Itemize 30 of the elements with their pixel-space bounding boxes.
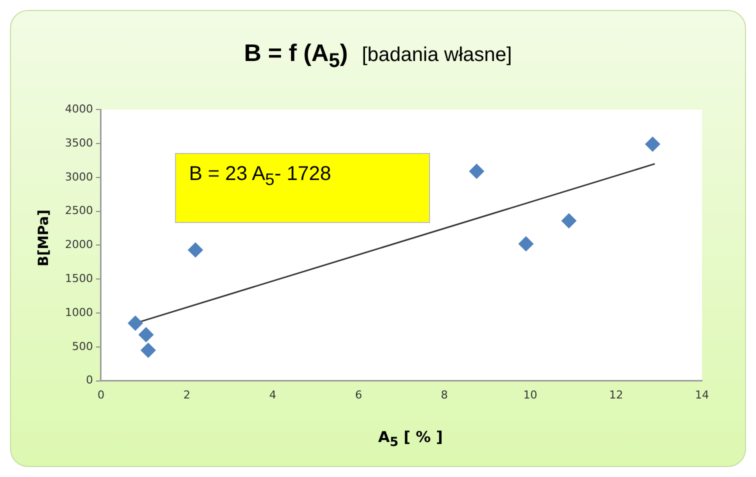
y-axis-title: B[MPa]	[36, 210, 52, 266]
point	[128, 316, 143, 331]
y-tick-label: 1500	[64, 272, 93, 285]
y-tick-label: 3500	[64, 136, 93, 150]
x-tick-label: 10	[523, 388, 538, 402]
x-tick-label: 6	[355, 388, 362, 402]
chart-subtitle: [badania własne]	[362, 44, 512, 66]
y-tick-label: 2500	[64, 204, 93, 218]
point	[518, 236, 534, 252]
x-tick-label: 4	[269, 388, 276, 402]
point	[140, 342, 156, 358]
x-tick-label: 0	[97, 388, 104, 402]
point	[138, 327, 154, 342]
point	[645, 136, 660, 152]
x-tick-label: 2	[183, 388, 190, 402]
annotation: B = 23 A$_{5}$- 1728	[189, 163, 332, 190]
point	[188, 242, 203, 258]
y-tick-label: 1000	[64, 306, 93, 319]
x-axis-title: A$_{5}$ [ % ]	[377, 428, 444, 449]
x-tick-label: 14	[695, 388, 709, 402]
y-tick-label: 3000	[64, 170, 93, 184]
point	[561, 213, 576, 228]
point	[469, 164, 484, 179]
x-tick-label: 12	[609, 388, 624, 402]
x-tick-label: 8	[440, 388, 448, 402]
y-tick-label: 2000	[64, 238, 93, 252]
y-tick-label: 500	[72, 340, 93, 353]
y-tick-label: 0	[86, 374, 93, 387]
chart-title: B = f (A$_{5}$)	[244, 40, 348, 72]
y-tick-label: 4000	[64, 102, 93, 116]
